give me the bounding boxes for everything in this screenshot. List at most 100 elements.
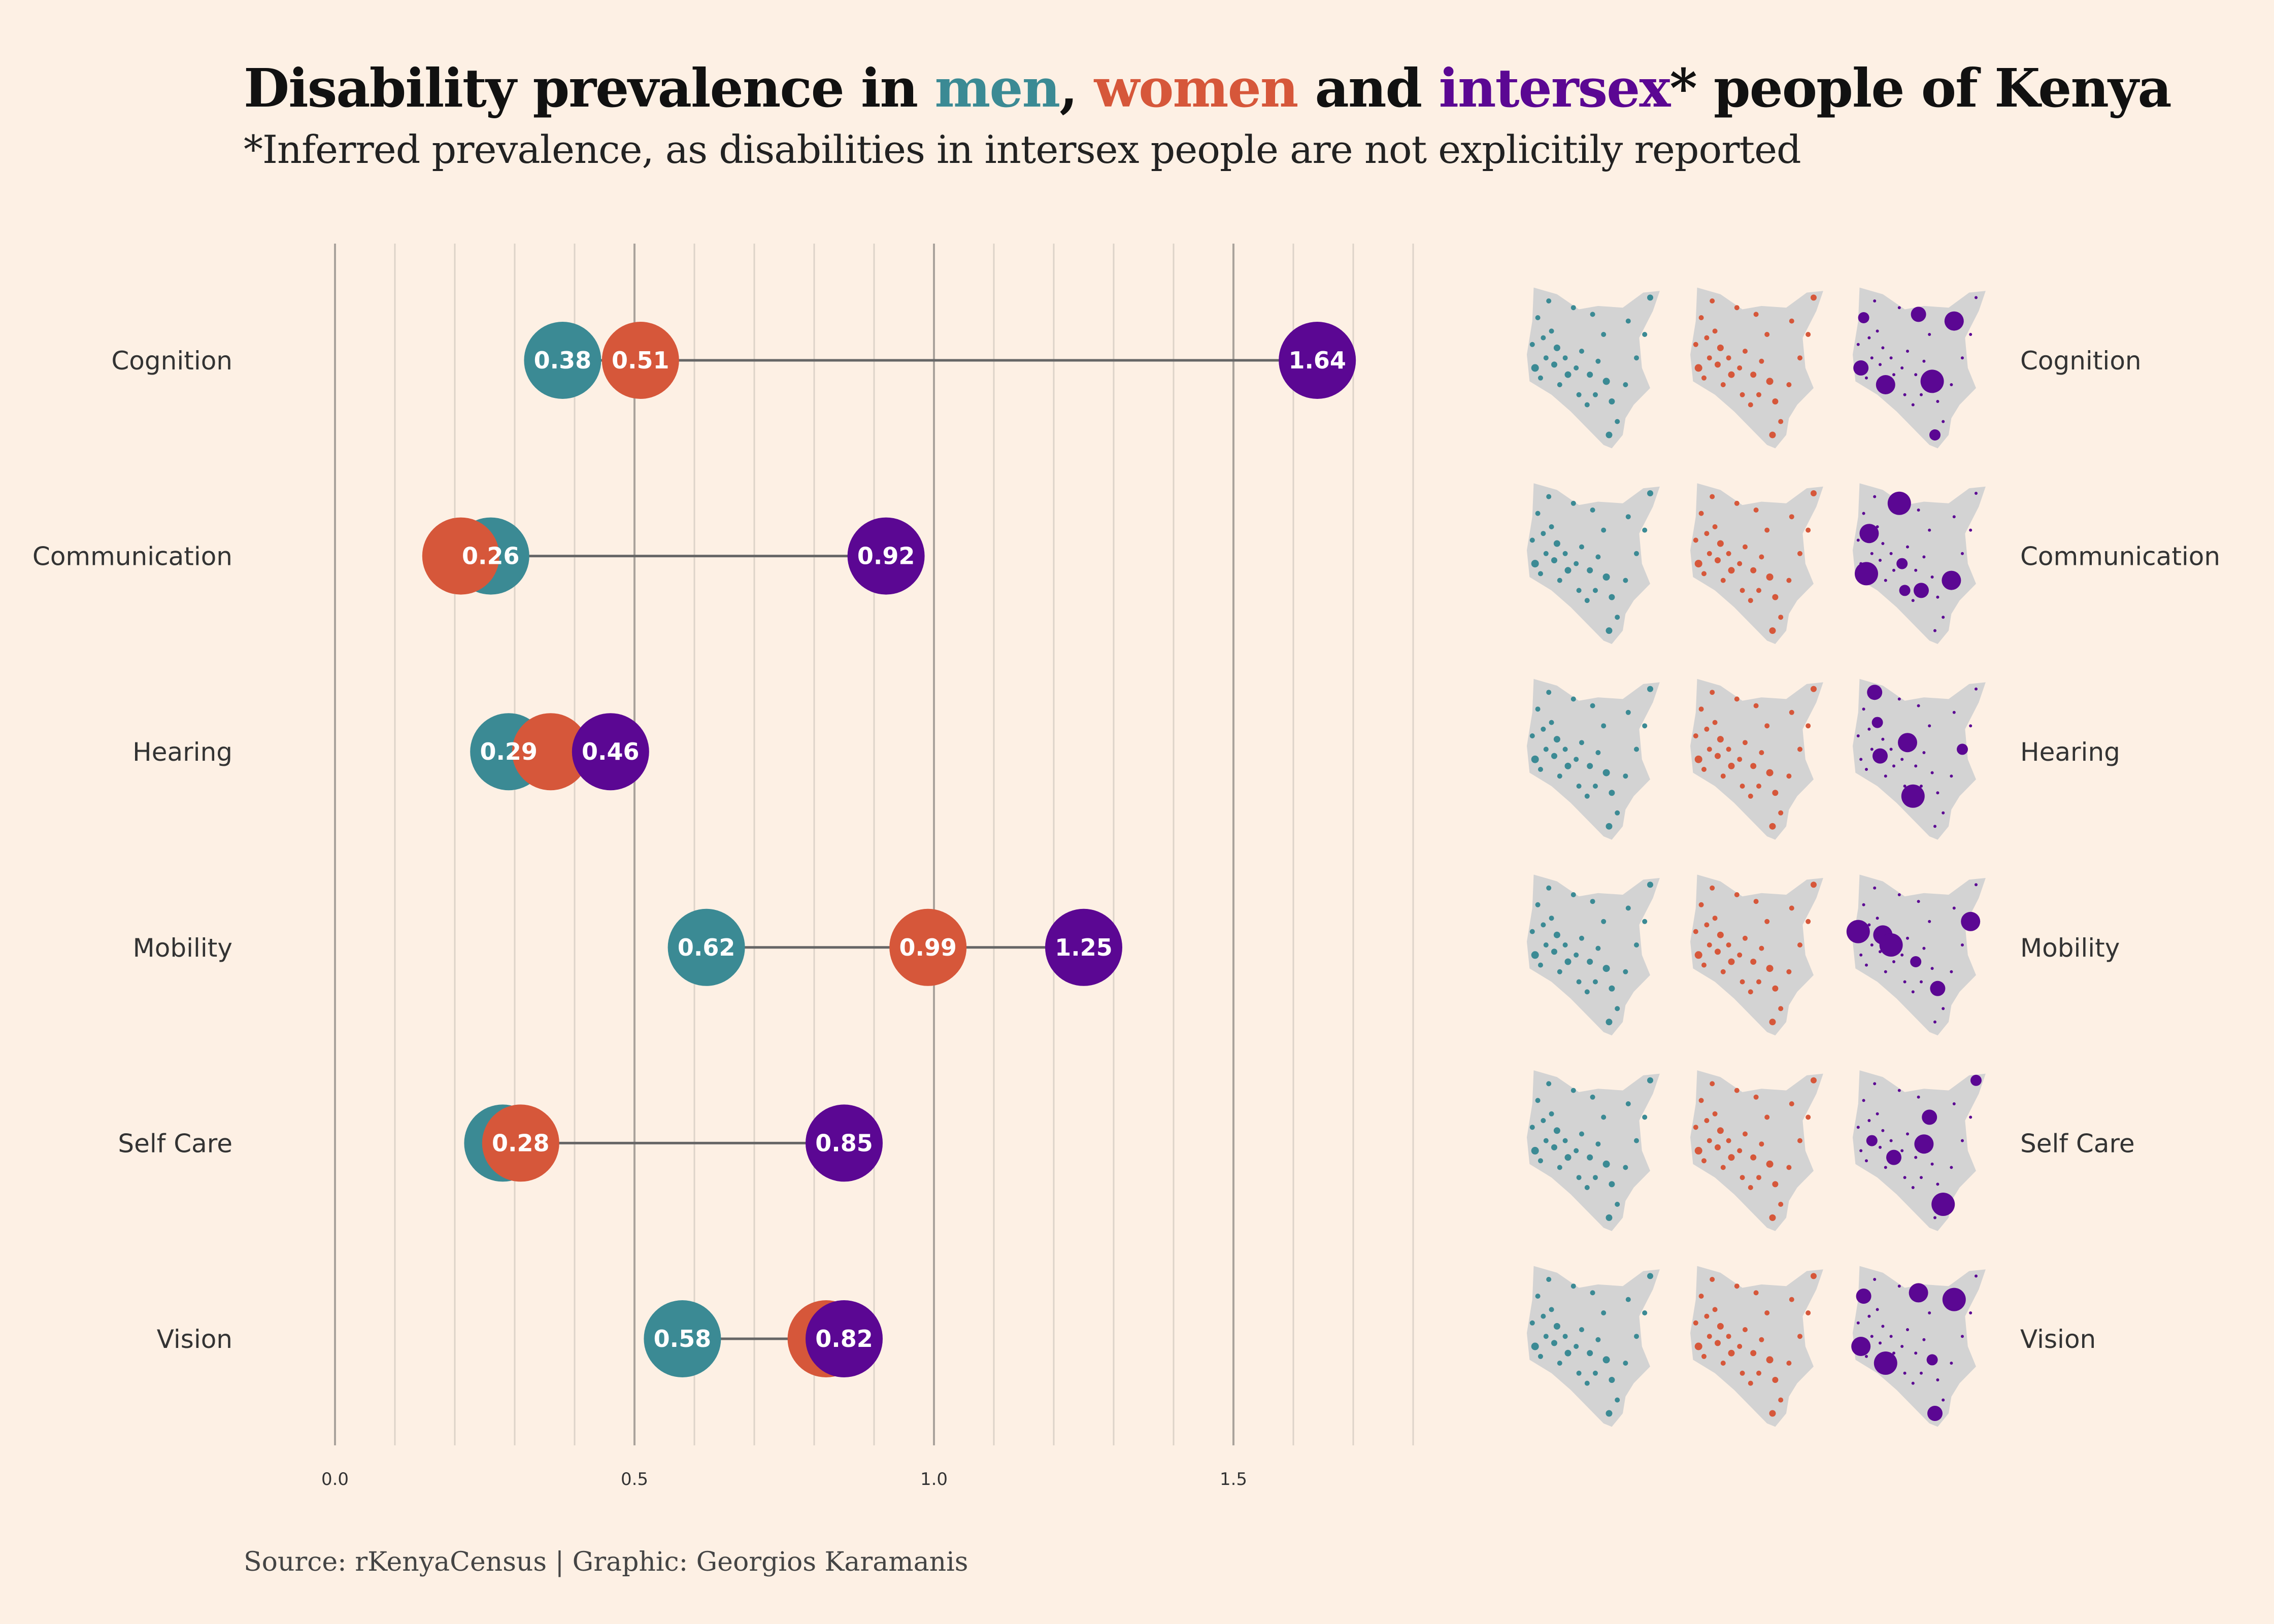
kenya-map-men	[1527, 483, 1660, 644]
county-dot-men	[1595, 554, 1601, 560]
county-dot-women	[1720, 1165, 1726, 1170]
county-dot-women	[1764, 723, 1770, 729]
county-dot-men	[1553, 540, 1560, 547]
county-dot-intersex	[1920, 785, 1923, 788]
county-dot-women	[1707, 942, 1712, 948]
county-dot-women	[1759, 554, 1764, 560]
county-dot-intersex	[1926, 1354, 1938, 1366]
county-dot-women	[1710, 494, 1715, 499]
county-dot-men	[1579, 1131, 1584, 1137]
county-dot-women	[1698, 511, 1704, 516]
county-dot-men	[1564, 567, 1571, 574]
county-dot-women	[1778, 1006, 1784, 1011]
county-dot-intersex	[1897, 1089, 1901, 1092]
county-dot-women	[1756, 784, 1761, 789]
county-dot-men	[1595, 358, 1601, 364]
county-dot-intersex	[1975, 883, 1978, 887]
county-dot-intersex	[1873, 495, 1877, 498]
county-dot-women	[1726, 942, 1731, 948]
county-dot-women	[1797, 1138, 1802, 1143]
county-dot-men	[1615, 1202, 1620, 1207]
county-dot-men	[1634, 551, 1639, 556]
county-dot-intersex	[1873, 1278, 1877, 1281]
men-value-label: 0.58	[654, 1325, 712, 1352]
county-dot-women	[1769, 627, 1776, 634]
county-dot-intersex	[1870, 943, 1874, 946]
county-dot-intersex	[1942, 616, 1945, 619]
county-dot-intersex	[1889, 1335, 1893, 1338]
county-dot-intersex	[1928, 528, 1931, 532]
category-label-self-care: Self Care	[118, 1129, 232, 1158]
county-dot-intersex	[1873, 1082, 1877, 1086]
county-dot-women	[1772, 1181, 1779, 1188]
category-label-hearing: Hearing	[132, 737, 232, 767]
county-dot-intersex	[1914, 764, 1918, 768]
county-dot-intersex	[1914, 1156, 1918, 1159]
county-dot-intersex	[1917, 704, 1920, 707]
x-tick-label: 0.5	[621, 1469, 648, 1490]
county-dot-men	[1562, 747, 1568, 752]
county-dot-men	[1579, 935, 1584, 941]
county-dot-men	[1590, 1290, 1595, 1296]
county-dot-men	[1602, 965, 1610, 972]
intersex-point	[806, 1300, 883, 1377]
county-dot-men	[1549, 916, 1554, 921]
county-dot-women	[1756, 392, 1761, 397]
county-dot-intersex	[1942, 1398, 1945, 1402]
county-dot-men	[1647, 294, 1653, 301]
county-dot-women	[1756, 1175, 1761, 1180]
x-tick-label: 1.0	[920, 1469, 948, 1490]
county-dot-intersex	[1897, 697, 1901, 701]
county-dot-men	[1609, 790, 1615, 796]
county-dot-intersex	[1903, 1371, 1907, 1375]
county-dot-men	[1543, 747, 1549, 752]
county-dot-men	[1529, 342, 1535, 347]
county-dot-women	[1698, 1294, 1704, 1299]
county-dot-intersex	[1961, 356, 1964, 360]
kenya-map-intersex	[1853, 483, 1986, 644]
kenya-map-women	[1690, 483, 1823, 644]
county-dot-intersex	[1928, 1311, 1931, 1314]
county-dot-women	[1750, 959, 1757, 965]
county-dot-women	[1698, 1098, 1704, 1103]
county-dot-women	[1753, 899, 1759, 904]
kenya-map-women	[1690, 679, 1823, 840]
county-dot-intersex	[1936, 400, 1939, 403]
county-dot-intersex	[1906, 1132, 1909, 1136]
county-dot-women	[1707, 551, 1712, 556]
county-dot-men	[1576, 784, 1582, 789]
county-dot-women	[1764, 919, 1770, 924]
county-dot-women	[1764, 332, 1770, 337]
county-dot-intersex	[1872, 748, 1888, 764]
county-dot-intersex	[1896, 558, 1908, 569]
county-dot-men	[1574, 561, 1579, 566]
county-dot-intersex	[1927, 1406, 1943, 1421]
county-dot-men	[1543, 1138, 1549, 1143]
county-dot-women	[1707, 355, 1712, 361]
county-dot-men	[1551, 1340, 1557, 1346]
county-dot-intersex	[1876, 329, 1879, 333]
county-dot-men	[1593, 784, 1598, 789]
county-dot-men	[1535, 315, 1541, 320]
county-dot-women	[1737, 365, 1743, 370]
county-dot-women	[1769, 1019, 1776, 1026]
county-dot-men	[1546, 1081, 1552, 1087]
county-dot-intersex	[1889, 1139, 1893, 1142]
county-dot-men	[1634, 747, 1639, 752]
county-dot-women	[1766, 378, 1774, 385]
county-dot-women	[1698, 902, 1704, 907]
county-dot-women	[1769, 431, 1776, 438]
county-dot-women	[1743, 935, 1748, 941]
county-dot-women	[1694, 1146, 1702, 1155]
county-dot-men	[1590, 1094, 1595, 1100]
county-dot-women	[1720, 1361, 1726, 1366]
county-dot-men	[1590, 507, 1595, 513]
county-dot-women	[1737, 757, 1743, 762]
county-dot-intersex	[1920, 393, 1923, 396]
county-dot-intersex	[1865, 768, 1868, 771]
county-dot-intersex	[1873, 299, 1877, 302]
county-dot-women	[1766, 1160, 1774, 1168]
title-part-2: ,	[1059, 57, 1094, 119]
county-dot-women	[1693, 1320, 1698, 1326]
